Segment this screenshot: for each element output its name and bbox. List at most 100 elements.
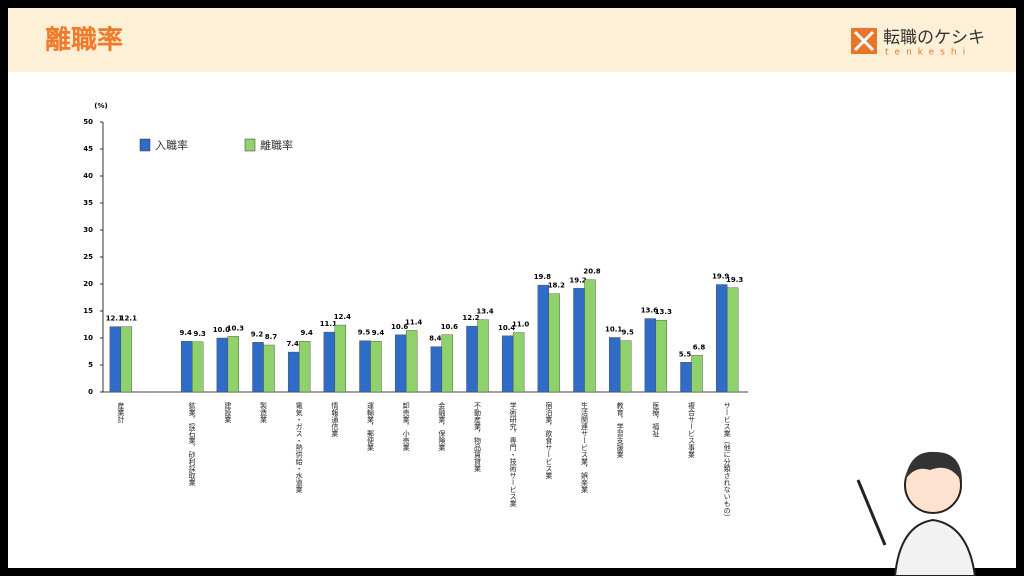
logo-text: 転職のケシキ — [883, 28, 985, 48]
bar — [120, 326, 133, 393]
bar — [359, 340, 371, 393]
bar — [227, 336, 240, 393]
value-label: 9.3 — [193, 330, 206, 338]
bar — [715, 284, 728, 393]
bar — [477, 319, 489, 393]
character — [856, 451, 977, 576]
bar — [109, 326, 122, 393]
x-tick-label: 不動産業，物品賃貸業 — [474, 402, 482, 473]
bar — [619, 340, 632, 393]
bar — [466, 325, 478, 393]
value-label: 10.3 — [227, 324, 244, 332]
bar — [644, 318, 657, 393]
value-label: 6.8 — [693, 343, 706, 351]
value-label: 11.4 — [405, 318, 422, 326]
bar — [608, 337, 621, 393]
y-tick-label: 0 — [88, 388, 93, 396]
x-tick-label: 製造業 — [260, 401, 268, 424]
value-label: 18.2 — [548, 282, 565, 290]
value-label: 10.1 — [605, 325, 622, 333]
bar — [512, 332, 525, 393]
bar — [584, 279, 596, 393]
bar — [441, 334, 454, 393]
y-tick-label: 20 — [83, 280, 93, 288]
value-label: 10.4 — [498, 324, 515, 332]
bar — [323, 331, 336, 393]
bar — [191, 341, 204, 393]
value-label: 5.5 — [679, 350, 692, 358]
x-tick-label: 産業計 — [117, 401, 125, 424]
value-label: 9.4 — [179, 329, 192, 337]
value-label: 13.3 — [655, 308, 672, 316]
value-label: 19.2 — [569, 276, 586, 284]
logo-icon — [853, 30, 875, 52]
x-tick-label: 生活関連サービス業，娯楽業 — [581, 401, 589, 494]
x-tick-label: 宿泊業，飲食サービス業 — [545, 401, 553, 480]
y-tick-label: 5 — [88, 361, 93, 369]
value-label: 12.4 — [334, 313, 351, 321]
value-label: 12.1 — [106, 315, 123, 323]
value-label: 9.4 — [372, 329, 385, 337]
x-tick-label: 建設業 — [224, 401, 232, 424]
bar — [180, 341, 193, 393]
bar — [501, 335, 514, 393]
bar — [537, 284, 550, 393]
y-tick-label: 40 — [83, 172, 93, 180]
x-tick-label: 金融業，保険業 — [438, 401, 446, 452]
legend-label: 離職率 — [260, 138, 293, 152]
bar — [726, 287, 739, 393]
x-tick-label: 情報通信業 — [331, 401, 339, 438]
x-tick-label: 教育，学習支援業 — [616, 401, 624, 459]
bar — [680, 362, 692, 393]
value-label: 19.8 — [534, 273, 551, 281]
x-tick-label: 卸売業，小売業 — [402, 401, 410, 452]
bar — [334, 324, 347, 393]
value-label: 9.4 — [300, 329, 313, 337]
bar — [691, 355, 703, 393]
bar — [252, 342, 264, 393]
y-tick-label: 30 — [83, 226, 93, 234]
bar — [263, 344, 275, 393]
value-label: 20.8 — [583, 268, 600, 276]
y-tick-label: 50 — [83, 118, 93, 126]
value-label: 9.2 — [251, 330, 264, 338]
value-label: 13.6 — [641, 307, 658, 315]
bar — [287, 351, 300, 393]
value-label: 11.1 — [320, 320, 337, 328]
bar — [216, 337, 229, 393]
bar — [405, 330, 418, 393]
value-label: 10.6 — [391, 323, 408, 331]
slide-background — [8, 8, 1016, 568]
legend-label: 入職率 — [155, 138, 188, 152]
y-tick-label: 35 — [83, 199, 93, 207]
value-label: 9.5 — [621, 329, 634, 337]
x-tick-label: サービス業（他に分類されないもの） — [723, 402, 731, 521]
slide-title: 離職率 — [45, 25, 123, 56]
value-label: 8.7 — [265, 333, 278, 341]
x-tick-label: 学術研究，専門・技術サービス業 — [509, 401, 517, 508]
bar — [548, 293, 561, 393]
value-label: 19.3 — [726, 276, 743, 284]
value-label: 19.9 — [712, 273, 729, 281]
y-axis-label: (%) — [94, 102, 107, 110]
value-label: 11.0 — [512, 321, 529, 329]
bar — [430, 346, 443, 393]
y-tick-label: 45 — [83, 145, 93, 153]
value-label: 7.4 — [286, 340, 299, 348]
value-label: 10.6 — [441, 323, 458, 331]
header-band — [8, 8, 1016, 72]
x-tick-label: 運輸業，郵便業 — [367, 401, 375, 452]
value-label: 8.4 — [429, 335, 442, 343]
y-tick-label: 25 — [83, 253, 93, 261]
value-label: 13.4 — [476, 308, 493, 316]
x-tick-label: 電気・ガス・熱供給・水道業 — [295, 402, 303, 494]
bar — [394, 334, 407, 393]
value-label: 10.0 — [213, 326, 230, 334]
legend-swatch — [139, 138, 151, 152]
x-tick-label: 鉱業，採石業，砂利採取業 — [188, 401, 196, 487]
bar — [573, 288, 585, 393]
value-label: 12.2 — [462, 314, 479, 322]
value-label: 12.1 — [120, 315, 137, 323]
